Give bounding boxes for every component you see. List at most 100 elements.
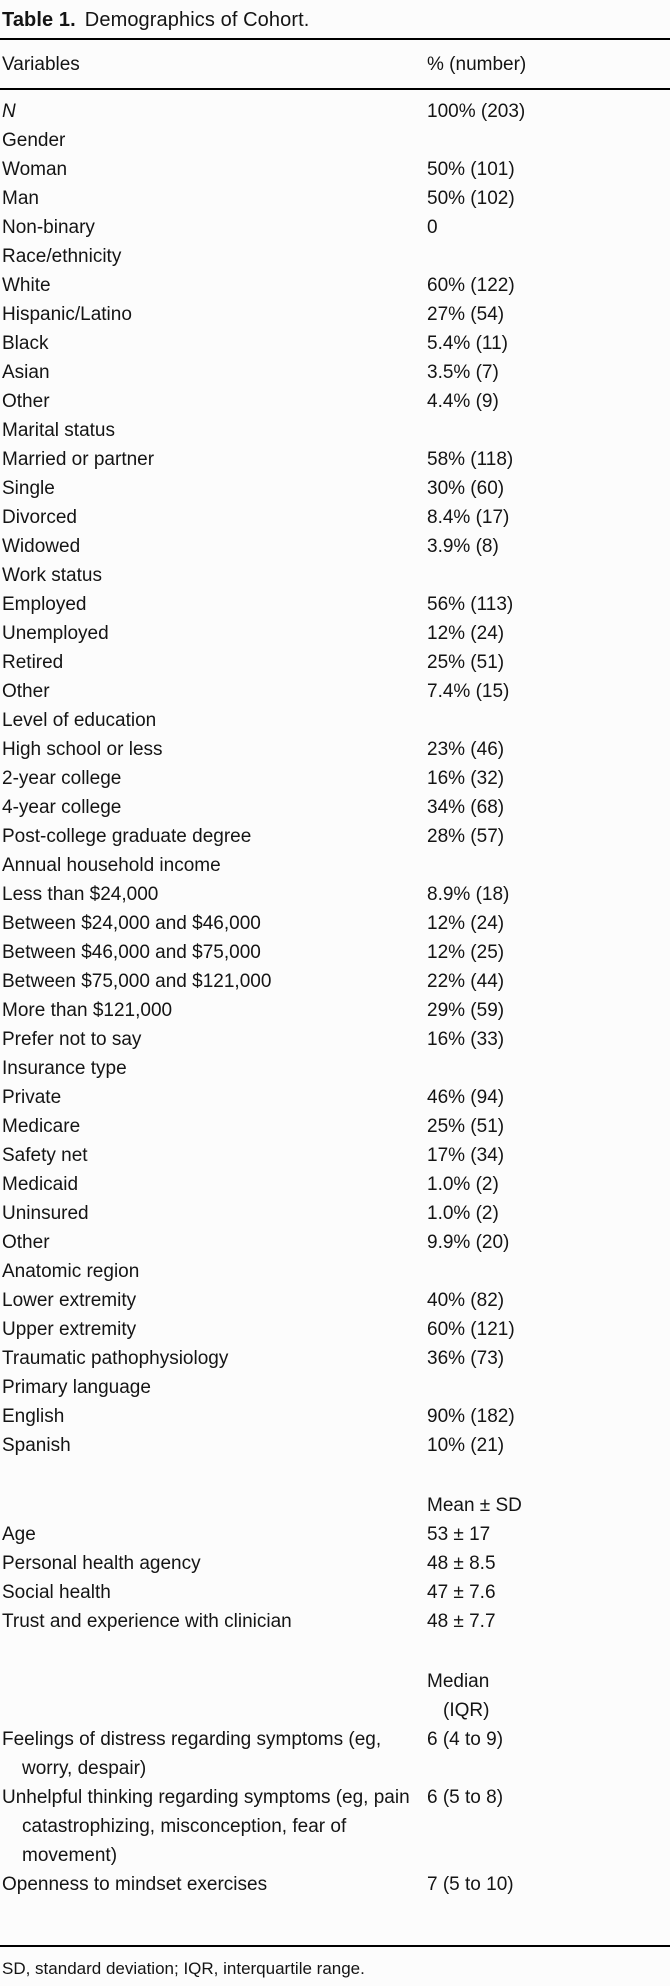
row-value: 29% (59) [427, 1000, 505, 1021]
row-label: Prefer not to say [2, 1029, 142, 1050]
table-row: Hispanic/Latino 27% (54) [0, 300, 670, 329]
table-row: Less than $24,000 8.9% (18) [0, 880, 670, 909]
column-header-variables: Variables [2, 54, 80, 75]
row-value [427, 1257, 670, 1286]
table-caption: Demographics of Cohort. [84, 9, 310, 31]
row-value [427, 416, 670, 445]
row-label: Between $24,000 and $46,000 [2, 913, 261, 934]
table-row: High school or less 23% (46) [0, 735, 670, 764]
row-label: Hispanic/Latino [2, 304, 132, 325]
row-label: English [2, 1406, 65, 1427]
table-row: N 100% (203) [0, 97, 670, 126]
table-row: Lower extremity 40% (82) [0, 1286, 670, 1315]
row-label: Widowed [2, 536, 81, 557]
row-value: 48 ± 7.7 [427, 1611, 496, 1632]
row-label: Other [2, 1232, 50, 1253]
stat-header-line2: (IQR) [443, 1700, 490, 1721]
row-label: Black [2, 333, 49, 354]
column-header-row: Variables % (number) [0, 40, 670, 88]
group-label: Insurance type [2, 1058, 127, 1079]
row-label: Unemployed [2, 623, 109, 644]
table-row: Private 46% (94) [0, 1083, 670, 1112]
row-value: 3.9% (8) [427, 536, 499, 557]
table-row: Social health 47 ± 7.6 [0, 1578, 670, 1607]
row-value [427, 1054, 670, 1083]
group-label: Marital status [2, 420, 115, 441]
group-row: Gender [0, 126, 670, 155]
row-value [427, 1373, 670, 1402]
row-value: 0 [427, 217, 438, 238]
row-value: 17% (34) [427, 1145, 505, 1166]
row-label [0, 1491, 427, 1520]
row-value: 40% (82) [427, 1290, 505, 1311]
table-row: Prefer not to say 16% (33) [0, 1025, 670, 1054]
table-row: White 60% (122) [0, 271, 670, 300]
group-label: Anatomic region [2, 1261, 140, 1282]
row-value: 90% (182) [427, 1406, 515, 1427]
group-row: Anatomic region [0, 1257, 670, 1286]
group-label: Gender [2, 130, 66, 151]
row-label: Private [2, 1087, 62, 1108]
row-value: 30% (60) [427, 478, 505, 499]
table-row: English 90% (182) [0, 1402, 670, 1431]
table-row: Openness to mindset exercises 7 (5 to 10) [0, 1870, 670, 1899]
row-value [427, 561, 670, 590]
row-value: 6 (5 to 8) [427, 1787, 504, 1808]
row-value: 34% (68) [427, 797, 505, 818]
row-value: 22% (44) [427, 971, 505, 992]
row-value: 7 (5 to 10) [427, 1874, 514, 1895]
row-value: 8.4% (17) [427, 507, 510, 528]
row-value: 27% (54) [427, 304, 505, 325]
table-row: 2-year college 16% (32) [0, 764, 670, 793]
table-row: Between $24,000 and $46,000 12% (24) [0, 909, 670, 938]
row-value: 100% (203) [427, 101, 526, 122]
row-label: Unhelpful thinking regarding symptoms (e… [2, 1787, 410, 1866]
table-row: Age 53 ± 17 [0, 1520, 670, 1549]
row-value: 12% (25) [427, 942, 505, 963]
table-row: 4-year college 34% (68) [0, 793, 670, 822]
row-value: 58% (118) [427, 449, 514, 470]
table-row: Man 50% (102) [0, 184, 670, 213]
table-row: Married or partner 58% (118) [0, 445, 670, 474]
row-value: 48 ± 8.5 [427, 1553, 496, 1574]
table-row: More than $121,000 29% (59) [0, 996, 670, 1025]
table-row: Post-college graduate degree 28% (57) [0, 822, 670, 851]
row-label: Trust and experience with clinician [2, 1611, 292, 1632]
row-label: Spanish [2, 1435, 71, 1456]
row-value: Mean ± SD [427, 1495, 522, 1516]
row-label: Single [2, 478, 55, 499]
row-value: 36% (73) [427, 1348, 505, 1369]
table-row: Single 30% (60) [0, 474, 670, 503]
group-row: Work status [0, 561, 670, 590]
table-row: Other 9.9% (20) [0, 1228, 670, 1257]
row-label: High school or less [2, 739, 163, 760]
row-value: 12% (24) [427, 913, 505, 934]
row-label: Married or partner [2, 449, 155, 470]
row-label: 4-year college [2, 797, 122, 818]
table-row: Other 7.4% (15) [0, 677, 670, 706]
group-label: Work status [2, 565, 102, 586]
row-label: Traumatic pathophysiology [2, 1348, 229, 1369]
table-row: Unhelpful thinking regarding symptoms (e… [0, 1783, 670, 1870]
row-value: 16% (33) [427, 1029, 505, 1050]
table-row: Uninsured 1.0% (2) [0, 1199, 670, 1228]
row-value: 12% (24) [427, 623, 505, 644]
row-label: Post-college graduate degree [2, 826, 252, 847]
row-label: Man [2, 188, 39, 209]
row-value: 50% (102) [427, 188, 515, 209]
group-row: Insurance type [0, 1054, 670, 1083]
row-value [427, 242, 670, 271]
row-value: 46% (94) [427, 1087, 505, 1108]
row-label [0, 1667, 427, 1725]
table-row: Personal health agency 48 ± 8.5 [0, 1549, 670, 1578]
row-label: Upper extremity [2, 1319, 137, 1340]
table-row: Woman 50% (101) [0, 155, 670, 184]
group-row: Level of education [0, 706, 670, 735]
row-value: 25% (51) [427, 1116, 505, 1137]
row-label: Less than $24,000 [2, 884, 159, 905]
column-header-percent-number: % (number) [427, 54, 527, 75]
row-value [427, 851, 670, 880]
row-label: Divorced [2, 507, 77, 528]
row-label: Lower extremity [2, 1290, 137, 1311]
